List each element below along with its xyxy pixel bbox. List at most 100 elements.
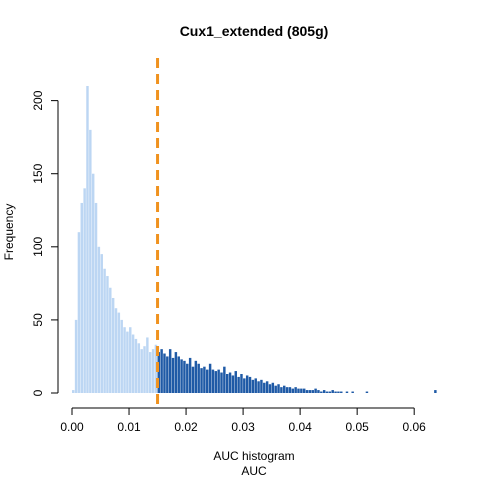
histogram-bar (146, 337, 149, 393)
y-tick-label: 150 (31, 163, 45, 183)
histogram-bar (140, 349, 143, 393)
histogram-bar (168, 349, 172, 393)
histogram-bar (225, 374, 229, 393)
histogram-bar (109, 287, 112, 393)
x-tick-label: 0.05 (345, 420, 369, 434)
x-tick-label: 0.03 (231, 420, 255, 434)
histogram-bar (322, 390, 326, 393)
histogram-bar (317, 390, 320, 393)
histogram-bar (311, 390, 314, 393)
histogram-bar (89, 129, 92, 394)
histogram-bar (243, 378, 246, 393)
histogram-bar (114, 308, 118, 393)
histogram-bar (80, 202, 83, 393)
histogram-bar (103, 268, 106, 393)
histogram-bar (143, 346, 146, 393)
histogram-bar (265, 381, 269, 393)
histogram-bar (217, 369, 220, 393)
histogram-bar (154, 344, 158, 393)
histogram-bar (137, 343, 141, 393)
histogram-bar (148, 352, 152, 393)
histogram-bar (331, 390, 334, 393)
x-tick-label: 0.01 (117, 420, 141, 434)
histogram-bar (277, 384, 280, 393)
histogram-bar (186, 363, 189, 393)
histogram-bar (131, 334, 135, 393)
chart-title: Cux1_extended (805g) (180, 23, 329, 39)
histogram-bar (86, 86, 89, 393)
histogram-bar (257, 381, 260, 393)
histogram-bar (74, 319, 78, 393)
histogram-bar (231, 375, 235, 393)
histogram-bar (234, 371, 237, 393)
histogram-bar (345, 391, 349, 393)
histogram-bar (314, 388, 317, 393)
histogram-bar (283, 385, 286, 393)
histogram-bar (206, 369, 209, 393)
x-tick-label: 0.00 (60, 420, 84, 434)
histogram-bar (214, 371, 218, 393)
histogram-bar (260, 379, 263, 393)
histogram-bars (72, 86, 437, 394)
histogram-bar (365, 391, 369, 393)
x-axis: 0.00 0.01 0.02 0.03 0.04 0.05 0.06 (60, 407, 427, 434)
histogram-bar (240, 374, 243, 393)
histogram-bar (302, 388, 306, 393)
histogram-bar (228, 372, 232, 393)
histogram-bar (191, 366, 195, 393)
histogram-bar (305, 390, 309, 393)
histogram-bar (157, 352, 160, 393)
y-axis-label: Frequency (2, 204, 16, 261)
histogram-bar (291, 388, 295, 393)
histogram-bar (245, 375, 249, 393)
histogram-bar (337, 391, 340, 393)
histogram-bar (263, 382, 266, 393)
histogram-bar (325, 391, 329, 393)
histogram-bar (91, 173, 95, 393)
histogram-bar (308, 390, 312, 393)
histogram-bar (251, 379, 255, 393)
histogram-bar (117, 312, 121, 393)
histogram-bar (208, 363, 212, 393)
histogram-bar (106, 276, 109, 393)
histogram-bar (197, 363, 200, 393)
histogram-bar (174, 352, 178, 393)
x-axis-label: AUC histogram (213, 449, 294, 463)
histogram-bar (271, 382, 275, 393)
histogram-bar (320, 391, 323, 393)
histogram-bar (123, 327, 126, 393)
y-tick-label: 50 (31, 313, 45, 327)
histogram-bar (111, 297, 115, 393)
histogram-bar (94, 202, 98, 393)
histogram-bar (177, 356, 180, 393)
histogram-bar (120, 319, 123, 393)
histogram-bar (188, 357, 192, 393)
histogram-bar (294, 387, 297, 393)
x-tick-label: 0.04 (288, 420, 312, 434)
x-tick-label: 0.06 (403, 420, 427, 434)
histogram-bar (274, 385, 277, 393)
histogram-bar (237, 376, 240, 393)
histogram-bar (126, 331, 129, 393)
histogram-bar (285, 387, 289, 393)
histogram-bar (254, 378, 257, 393)
histogram-bar (151, 349, 155, 393)
histogram-bar (223, 366, 226, 393)
histogram-bar (194, 360, 198, 393)
histogram-bar (200, 368, 203, 393)
histogram-bar (268, 384, 272, 393)
histogram-bar (163, 353, 166, 393)
x-axis-sublabel: AUC (241, 464, 267, 478)
y-tick-label: 200 (31, 90, 45, 110)
histogram-bar (434, 390, 437, 393)
histogram-bar (334, 391, 337, 393)
histogram-bar (328, 391, 332, 393)
histogram-bar (100, 254, 103, 393)
histogram-bar (129, 327, 132, 393)
histogram-bar (300, 388, 303, 393)
histogram-bar (340, 391, 343, 393)
histogram-bar (211, 369, 215, 393)
histogram-bar (97, 246, 101, 393)
histogram-bar (171, 357, 175, 393)
y-tick-label: 0 (31, 389, 45, 396)
